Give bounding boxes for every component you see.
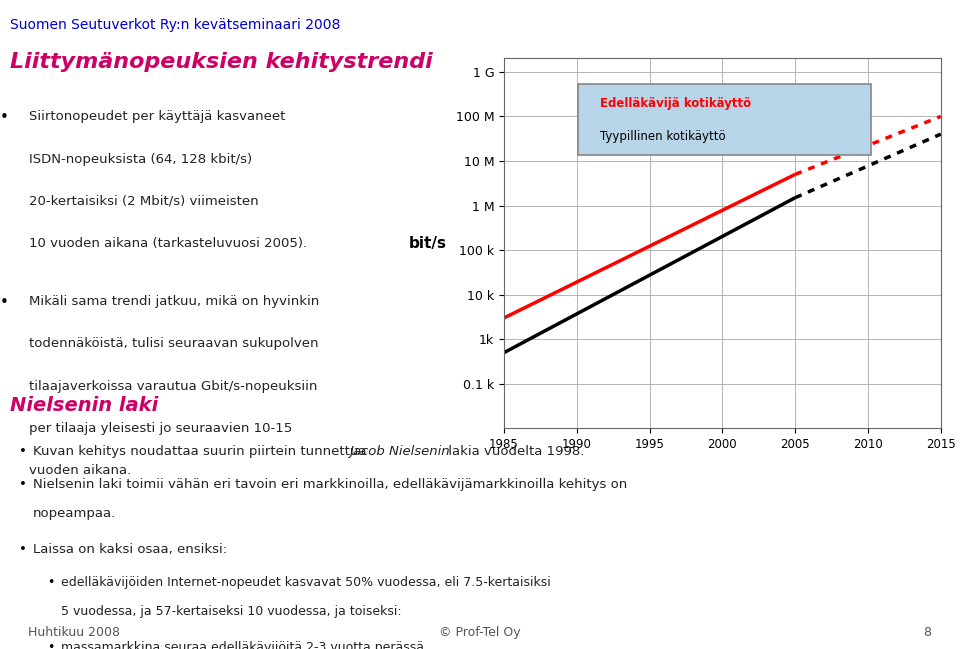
Text: Siirtonopeudet per käyttäjä kasvaneet: Siirtonopeudet per käyttäjä kasvaneet: [29, 110, 285, 123]
Text: Huhtikuu 2008: Huhtikuu 2008: [29, 626, 120, 639]
Text: tilaajaverkoissa varautua Gbit/s-nopeuksiin: tilaajaverkoissa varautua Gbit/s-nopeuks…: [29, 380, 317, 393]
Text: © Prof-Tel Oy: © Prof-Tel Oy: [439, 626, 521, 639]
Text: ISDN-nopeuksista (64, 128 kbit/s): ISDN-nopeuksista (64, 128 kbit/s): [29, 153, 252, 165]
Text: Liittymänopeuksien kehitystrendi: Liittymänopeuksien kehitystrendi: [10, 52, 432, 72]
Text: 5 vuodessa, ja 57-kertaiseksi 10 vuodessa, ja toiseksi:: 5 vuodessa, ja 57-kertaiseksi 10 vuodess…: [60, 605, 401, 618]
Text: Edelläkävijä kotikäyttö: Edelläkävijä kotikäyttö: [600, 97, 752, 110]
Text: •: •: [47, 641, 54, 649]
Text: 8: 8: [924, 626, 931, 639]
Text: Laissa on kaksi osaa, ensiksi:: Laissa on kaksi osaa, ensiksi:: [33, 543, 227, 556]
Text: Tyypillinen kotikäyttö: Tyypillinen kotikäyttö: [600, 130, 726, 143]
Text: per tilaaja yleisesti jo seuraavien 10-15: per tilaaja yleisesti jo seuraavien 10-1…: [29, 422, 292, 435]
Text: edelläkävijöiden Internet-nopeudet kasvavat 50% vuodessa, eli 7.5-kertaisiksi: edelläkävijöiden Internet-nopeudet kasva…: [60, 576, 551, 589]
Text: Suomen Seutuverkot Ry:n kevätseminaari 2008: Suomen Seutuverkot Ry:n kevätseminaari 2…: [10, 18, 340, 32]
Text: 10 vuoden aikana (tarkasteluvuosi 2005).: 10 vuoden aikana (tarkasteluvuosi 2005).: [29, 237, 307, 250]
Text: Nielsenin laki toimii vähän eri tavoin eri markkinoilla, edelläkävijämarkkinoill: Nielsenin laki toimii vähän eri tavoin e…: [33, 478, 627, 491]
Text: massamarkkina seuraa edelläkävijöitä 2-3 vuotta perässä.: massamarkkina seuraa edelläkävijöitä 2-3…: [60, 641, 428, 649]
Text: 20-kertaisiksi (2 Mbit/s) viimeisten: 20-kertaisiksi (2 Mbit/s) viimeisten: [29, 195, 258, 208]
Text: •: •: [19, 543, 27, 556]
Text: nopeampaa.: nopeampaa.: [33, 507, 116, 520]
Text: Nielsenin laki: Nielsenin laki: [10, 396, 157, 415]
Text: vuoden aikana.: vuoden aikana.: [29, 464, 132, 477]
Text: •: •: [19, 445, 27, 458]
Text: •: •: [47, 576, 54, 589]
Text: Jacob Nielsenin: Jacob Nielsenin: [349, 445, 450, 458]
Text: •: •: [19, 478, 27, 491]
Text: Mikäli sama trendi jatkuu, mikä on hyvinkin: Mikäli sama trendi jatkuu, mikä on hyvin…: [29, 295, 319, 308]
FancyBboxPatch shape: [578, 84, 871, 154]
Text: •: •: [0, 295, 9, 310]
Text: lakia vuodelta 1998.: lakia vuodelta 1998.: [444, 445, 585, 458]
Y-axis label: bit/s: bit/s: [409, 236, 446, 251]
Text: todennäköistä, tulisi seuraavan sukupolven: todennäköistä, tulisi seuraavan sukupolv…: [29, 337, 319, 350]
Text: •: •: [0, 110, 9, 125]
Text: Kuvan kehitys noudattaa suurin piirtein tunnettua: Kuvan kehitys noudattaa suurin piirtein …: [33, 445, 371, 458]
